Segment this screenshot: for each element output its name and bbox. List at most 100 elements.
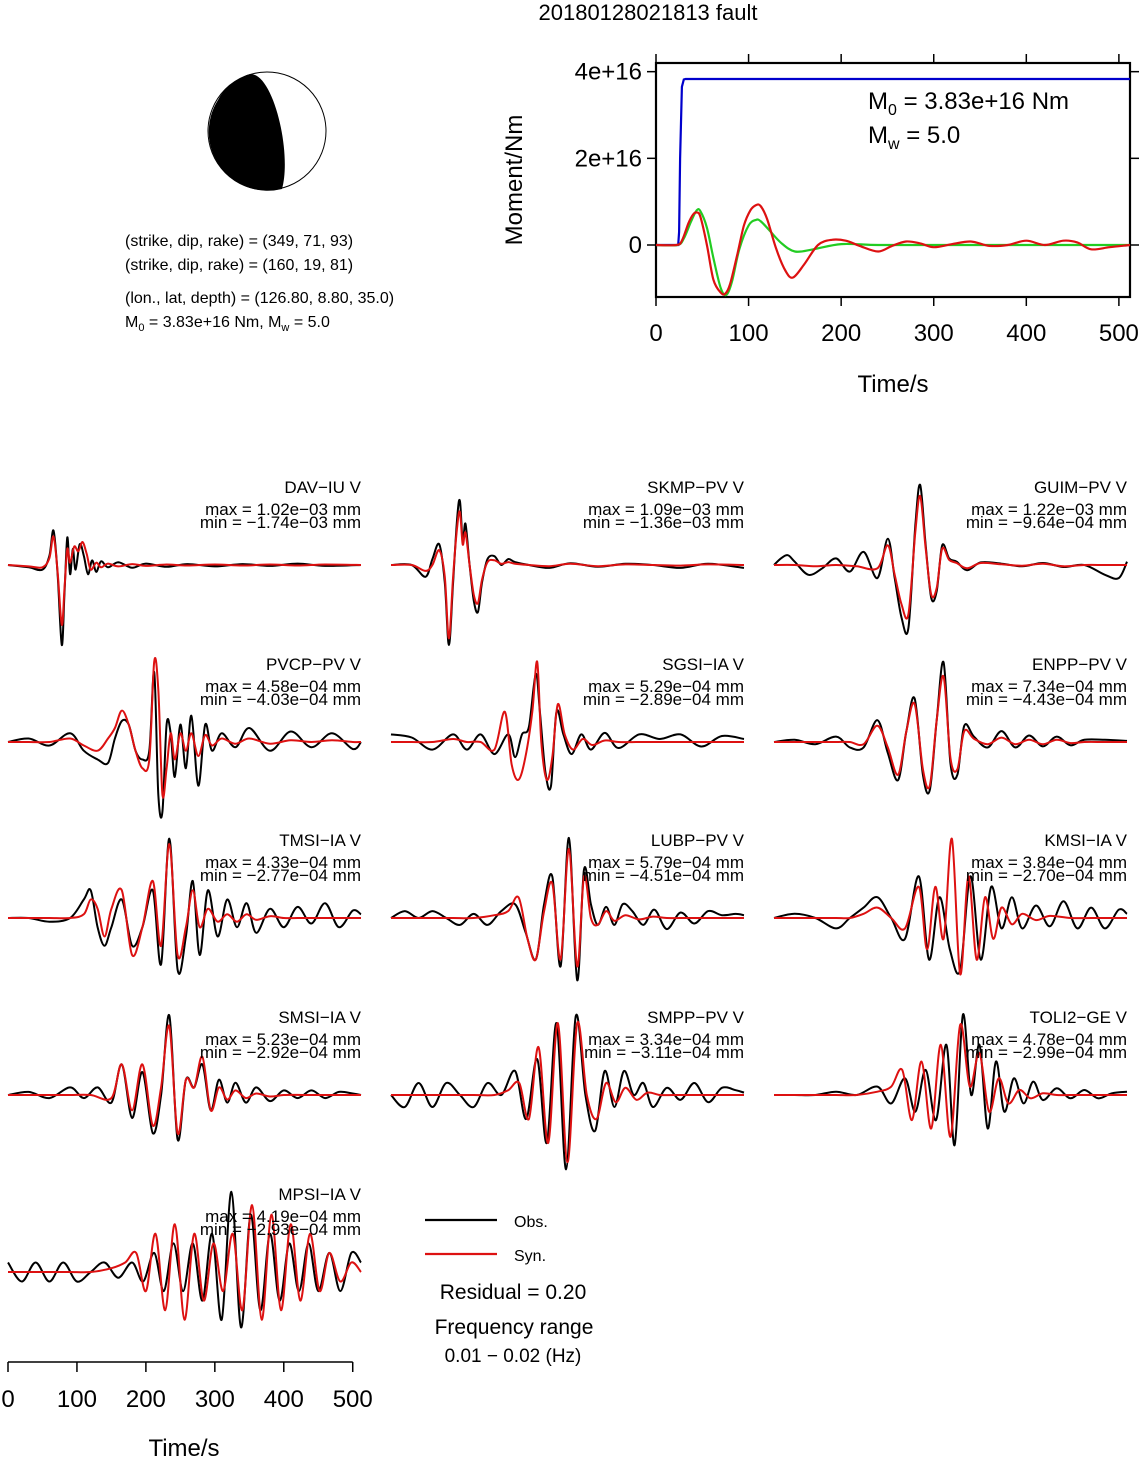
station-label: MPSI−IA V	[278, 1185, 361, 1204]
moment-y-axis-label: Moment/Nm	[501, 115, 528, 246]
station-label: SMSI−IA V	[278, 1008, 361, 1027]
moment-x-axis-label: Time/s	[857, 371, 928, 398]
station-min-label: min = −3.11e−04 mm	[584, 1043, 744, 1062]
station-label: TMSI−IA V	[279, 831, 361, 850]
moment-y-tick-label: 2e+16	[575, 145, 642, 172]
synthetic-waveform	[773, 674, 1127, 790]
station-max-label: max = 3.34e−04 mm	[588, 1030, 744, 1049]
station-label: SGSI−IA V	[662, 655, 744, 674]
station-label: LUBP−PV V	[651, 831, 745, 850]
observed-waveform	[7, 1190, 362, 1329]
synthetic-waveform	[390, 1020, 744, 1164]
bottom-axis-tick-label: 100	[57, 1386, 97, 1413]
station-label: ENPP−PV V	[1032, 655, 1128, 674]
moment-x-tick-label: 400	[1006, 320, 1046, 347]
station-max-label: max = 4.19e−04 mm	[205, 1207, 361, 1226]
moment-plot-frame	[654, 61, 1132, 299]
observed-waveform	[7, 529, 362, 647]
observed-waveform	[773, 875, 1128, 975]
moment-cumulative-series	[656, 77, 1130, 247]
station-max-label: max = 1.09e−03 mm	[588, 500, 744, 519]
synthetic-waveform	[7, 657, 362, 799]
station-max-label: max = 1.02e−03 mm	[205, 500, 361, 519]
station-max-label: max = 7.34e−04 mm	[971, 677, 1127, 696]
synthetic-waveform	[774, 837, 1127, 976]
moment-y-tick-label: 0	[629, 232, 642, 259]
moment-x-tick-label: 300	[914, 320, 954, 347]
station-max-label: max = 4.33e−04 mm	[205, 853, 361, 872]
moment-y-tick-label: 4e+16	[575, 59, 642, 86]
station-label: SKMP−PV V	[647, 478, 745, 497]
station-label: GUIM−PV V	[1034, 478, 1128, 497]
synthetic-waveform	[390, 510, 745, 640]
legend-obs-label: Obs.	[514, 1214, 548, 1231]
synthetic-waveform	[8, 843, 361, 960]
station-max-label: max = 1.22e−03 mm	[971, 500, 1127, 519]
station-min-label: min = −4.51e−04 mm	[583, 866, 744, 885]
synthetic-waveform	[391, 847, 744, 968]
nodal-plane-1: (strike, dip, rake) = (349, 71, 93)	[125, 233, 353, 250]
station-label: TOLI2−GE V	[1030, 1008, 1128, 1027]
station-min-label: min = −4.03e−04 mm	[200, 690, 361, 709]
observed-waveform	[7, 671, 362, 819]
bottom-axis-tick-label: 200	[126, 1386, 166, 1413]
observed-waveform	[390, 1013, 745, 1171]
moment-function-chart: 0 100 200 300 400 500 0 2e+16 4e+16 Time/s Moment/…	[501, 54, 1139, 398]
synthetic-waveform	[7, 1024, 361, 1135]
station-max-label: max = 5.29e−04 mm	[588, 677, 744, 696]
station-min-label: min = −2.92e−04 mm	[200, 1043, 361, 1062]
station-min-label: min = −2.70e−04 mm	[966, 866, 1127, 885]
moment-rate-series	[655, 207, 1130, 297]
station-min-label: min = −2.93e−04 mm	[200, 1220, 361, 1239]
synthetic-waveform	[773, 495, 1127, 620]
bottom-axis-tick-label: 500	[333, 1386, 373, 1413]
bottom-time-axis: 0 100 200 300 400 500	[1, 1361, 373, 1413]
legend: Obs. Syn. Residual = 0.20 Frequency rang…	[425, 1214, 593, 1367]
source-moment: M0 = 3.83e+16 Nm, Mw = 5.0	[125, 314, 330, 334]
station-min-label: min = −4.43e−04 mm	[966, 690, 1127, 709]
station-max-label: max = 5.23e−04 mm	[205, 1030, 361, 1049]
synthetic-waveform	[390, 660, 744, 782]
bottom-axis-tick-label: 300	[195, 1386, 235, 1413]
source-location: (lon., lat, depth) = (126.80, 8.80, 35.0…	[125, 290, 394, 307]
nodal-plane-2: (strike, dip, rake) = (160, 19, 81)	[125, 257, 353, 274]
station-min-label: min = −1.74e−03 mm	[200, 513, 361, 532]
synthetic-waveform	[8, 1204, 362, 1321]
moment-x-tick-label: 200	[821, 320, 861, 347]
legend-syn-label: Syn.	[514, 1248, 546, 1265]
station-label: KMSI−IA V	[1044, 831, 1127, 850]
station-min-label: min = −1.36e−03 mm	[583, 513, 744, 532]
station-max-label: max = 3.84e−04 mm	[971, 853, 1127, 872]
synthetic-waveform	[7, 535, 362, 626]
bottom-axis-tick-label: 0	[1, 1386, 14, 1413]
station-max-label: max = 5.79e−04 mm	[588, 853, 744, 872]
station-label: PVCP−PV V	[266, 655, 362, 674]
bottom-axis-label: Time/s	[148, 1435, 219, 1458]
observed-waveform	[773, 660, 1128, 795]
frequency-range-title: Frequency range	[435, 1316, 594, 1339]
station-min-label: min = −2.99e−04 mm	[966, 1043, 1127, 1062]
moment-x-tick-label: 0	[649, 320, 662, 347]
frequency-range-value: 0.01 − 0.02 (Hz)	[445, 1346, 582, 1367]
bottom-axis-tick-label: 400	[264, 1386, 304, 1413]
figure-title: 20180128021813 fault	[539, 0, 758, 25]
station-max-label: max = 4.58e−04 mm	[205, 677, 361, 696]
station-max-label: max = 4.78e−04 mm	[971, 1030, 1127, 1049]
station-label: SMPP−PV V	[647, 1008, 745, 1027]
beachball-icon	[207, 71, 327, 191]
station-label: DAV−IU V	[284, 478, 361, 497]
moment-mw-label: Mw = 5.0	[868, 122, 960, 153]
